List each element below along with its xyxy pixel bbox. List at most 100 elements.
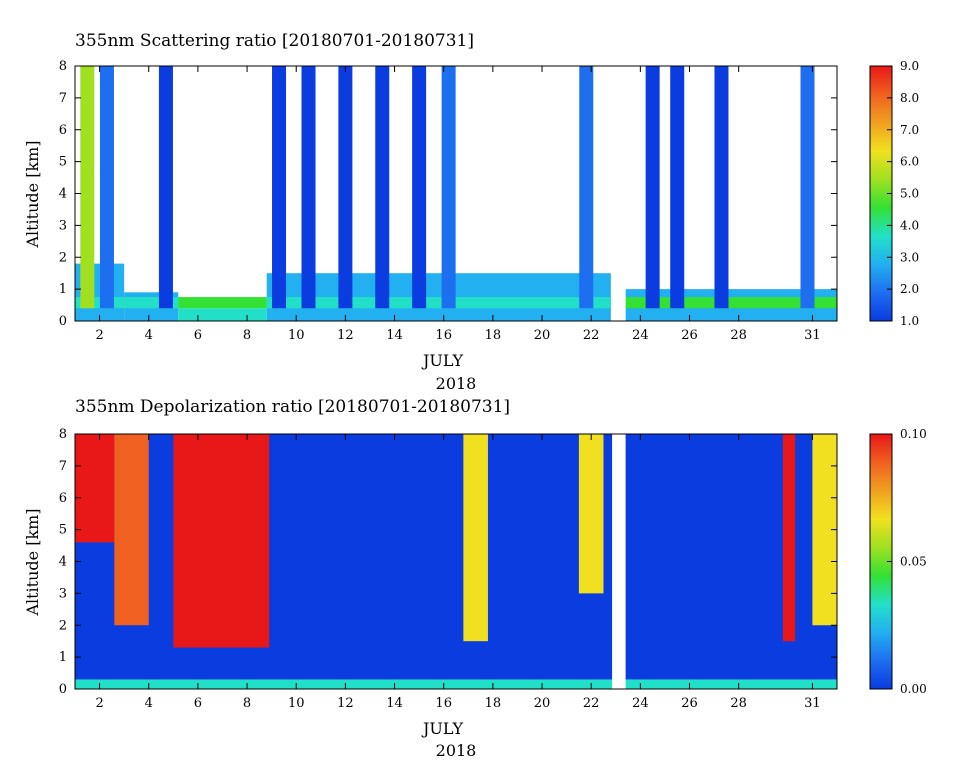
x-tick-label-12: 26 [681,696,698,711]
boundary-layer-2 [178,308,267,321]
colorbar-label-3: 4.0 [900,218,919,232]
x-tick-label-9: 20 [534,696,551,711]
high-depol-region-0 [75,434,115,543]
scattering-ratio-xlabel-year: 2018 [436,374,477,393]
x-tick-label-8: 18 [485,328,502,343]
y-tick-label-3: 3 [59,586,67,601]
colorbar-label-7: 8.0 [900,91,919,105]
colorbar-label-4: 5.0 [900,187,919,201]
cloud-column-2 [158,66,173,309]
x-tick-label-2: 6 [194,328,202,343]
scattering-ratio-panel: 355nm Scattering ratio [20180701-2018073… [23,31,919,393]
y-tick-label-4: 4 [59,555,67,570]
x-tick-label-3: 8 [243,328,251,343]
high-depol-region-4 [578,434,604,594]
scattering-ratio-title: 355nm Scattering ratio [20180701-2018073… [75,31,474,51]
colorbar-label-2: 3.0 [900,250,919,264]
depolarization-ratio-ylabel: Altitude [km] [23,508,42,616]
x-tick-label-7: 16 [435,328,452,343]
high-depol-region-2 [173,434,270,648]
cloud-column-11 [670,66,685,309]
depol-surface-layer [75,679,837,689]
y-tick-label-5: 5 [59,155,67,170]
x-tick-label-5: 12 [337,696,354,711]
y-tick-label-2: 2 [59,250,67,265]
y-tick-label-7: 7 [59,459,67,474]
aerosol-layer-2 [178,297,267,309]
aerosol-layer-4 [625,297,837,309]
colorbar-label-0: 1.0 [900,314,919,328]
scattering-ratio-ylabel: Altitude [km] [23,140,42,248]
cloud-column-7 [412,66,427,309]
cloud-column-4 [301,66,316,309]
high-depol-region-1 [114,434,149,626]
x-tick-label-13: 28 [730,696,747,711]
x-tick-label-0: 2 [95,696,103,711]
depolarization-ratio-plot-area [75,434,837,689]
high-depol-region-5 [782,434,796,642]
depolarization-ratio-colorbar: 0.00 0.05 0.10 [869,427,927,696]
y-tick-label-1: 1 [59,282,67,297]
aerosol-layer-3 [266,297,611,309]
depolarization-ratio-title: 355nm Depolarization ratio [20180701-201… [75,397,510,417]
depolarization-ratio-xlabel-year: 2018 [436,741,477,760]
y-tick-label-7: 7 [59,91,67,106]
x-tick-label-2: 6 [194,696,202,711]
scattering-ratio-xlabel: JULY [421,351,464,370]
x-tick-label-0: 2 [95,328,103,343]
depolarization-ratio-panel: 355nm Depolarization ratio [20180701-201… [23,397,927,760]
y-tick-label-2: 2 [59,618,67,633]
x-tick-label-14: 31 [804,696,821,711]
scattering-ratio-plot-area [75,66,837,321]
cloud-column-1 [99,66,114,309]
y-tick-label-5: 5 [59,523,67,538]
colorbar-label-6: 7.0 [900,123,919,137]
y-tick-label-4: 4 [59,187,67,202]
x-tick-label-6: 14 [386,696,403,711]
y-tick-label-6: 6 [59,491,67,506]
x-tick-label-14: 31 [804,328,821,343]
cloud-column-13 [800,66,815,309]
scattering-ratio-colorbar: 1.0 2.0 3.0 4.0 5.0 6.0 7.0 8.0 9.0 [869,59,919,328]
data-gap-0 [612,434,626,689]
colorbar-label-1: 0.05 [900,555,927,569]
colorbar-label-5: 6.0 [900,155,919,169]
y-tick-label-0: 0 [59,314,67,329]
y-tick-label-8: 8 [59,59,67,74]
aerosol-layer-0 [75,297,125,309]
cloud-column-8 [441,66,456,309]
x-tick-label-13: 28 [730,328,747,343]
high-depol-region-3 [463,434,488,642]
y-tick-label-1: 1 [59,650,67,665]
x-tick-label-10: 22 [583,696,600,711]
x-tick-label-12: 26 [681,328,698,343]
data-gap-0 [612,66,626,321]
x-tick-label-5: 12 [337,328,354,343]
x-tick-label-6: 14 [386,328,403,343]
x-tick-label-9: 20 [534,328,551,343]
x-tick-label-1: 4 [145,328,153,343]
colorbar-label-8: 9.0 [900,59,919,73]
depolarization-ratio-xlabel: JULY [421,719,464,738]
y-tick-label-8: 8 [59,427,67,442]
colorbar-label-0: 0.00 [900,682,927,696]
x-tick-label-4: 10 [288,328,305,343]
aerosol-layer-1 [124,297,179,309]
x-tick-label-11: 24 [632,328,649,343]
x-tick-label-10: 22 [583,328,600,343]
x-tick-label-4: 10 [288,696,305,711]
colorbar-label-1: 2.0 [900,282,919,296]
x-tick-label-1: 4 [145,696,153,711]
cloud-column-9 [579,66,594,309]
cloud-column-6 [375,66,390,309]
y-tick-label-6: 6 [59,123,67,138]
x-tick-label-11: 24 [632,696,649,711]
colorbar-label-2: 0.10 [900,427,927,441]
y-tick-label-3: 3 [59,218,67,233]
cloud-column-0 [80,66,95,309]
cloud-column-12 [714,66,729,309]
x-tick-label-3: 8 [243,696,251,711]
